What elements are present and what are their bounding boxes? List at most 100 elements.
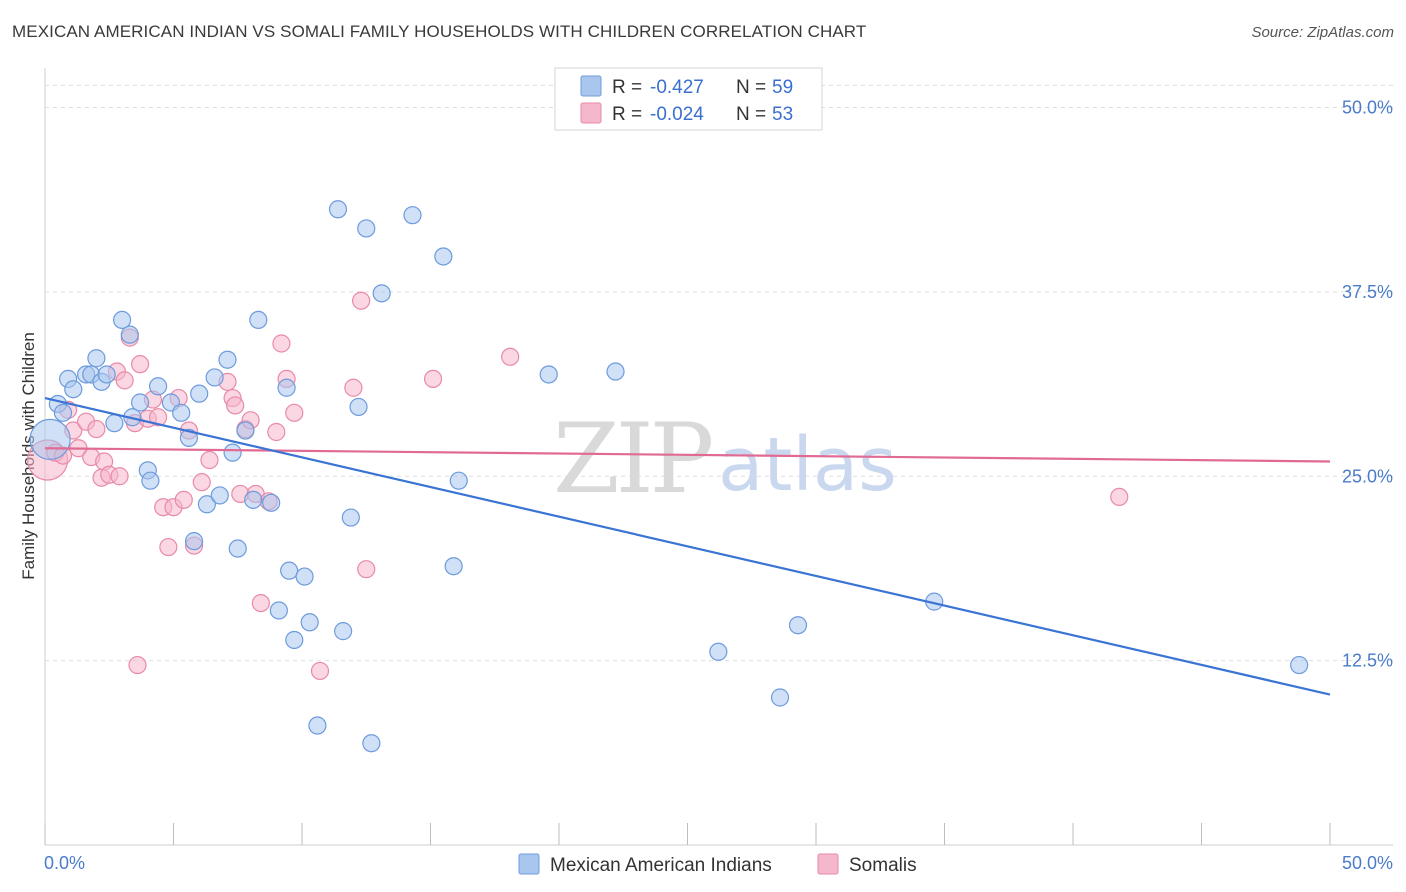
somalis-point [285,403,304,422]
mexican-american-indians-point [223,443,242,462]
somalis-point [1110,487,1129,506]
y-tick-label: 25.0% [1342,466,1393,486]
mexican-american-indians-point [434,247,453,266]
mexican-american-indians-point [349,397,368,417]
legend-n-label-2: N = [736,104,766,125]
trend-lines [44,397,1331,696]
mexican-american-indians-point [444,557,463,576]
somalis-point [192,473,211,492]
mexican-american-indians-point [64,380,83,399]
mexican-american-indians-point [285,630,304,650]
somalis-point [159,537,178,557]
x-tick-label-max: 50.0% [1342,853,1393,873]
y-tick-label: 12.5% [1342,651,1393,671]
mexican-american-indians-point [334,622,353,641]
mexican-american-indians-point [341,508,360,527]
somalis-point [226,396,245,415]
mexican-american-indians-point [770,688,790,707]
mexican-american-indians-point [362,734,381,753]
stats-legend: R = -0.427 N = 59 R = -0.024 N = 53 [554,67,823,131]
legend-swatch-pink [580,102,602,124]
somalis-point [174,490,193,509]
mexican-american-indians-point [249,310,268,329]
mexican-american-indians-point [709,642,728,661]
mexican-american-indians-point [210,486,229,505]
mexican-american-indians-point [372,284,391,303]
somalis-point [200,450,219,470]
mexican-american-indians-point [244,490,263,509]
grid-lines [45,84,1393,662]
series-legend: Mexican American Indians Somalis [518,853,917,876]
somalis-point [115,371,134,390]
chart-title: MEXICAN AMERICAN INDIAN VS SOMALI FAMILY… [12,22,867,41]
watermark-zip: ZIP [553,403,712,515]
mexican-american-indians-point [228,539,247,558]
somalis-point [501,347,520,366]
legend-r-label-1: R = [612,77,642,98]
mexican-american-indians-point [308,716,327,735]
mexican-american-indians-point [112,310,132,329]
mexican-american-indians-point [218,350,237,369]
mexican-american-indians-point [130,393,150,412]
legend-n-label-1: N = [736,77,766,98]
y-tick-label: 50.0% [1342,98,1393,118]
mexican-american-indians-point [328,200,348,219]
somalis-point [423,369,443,388]
somalis-point [87,419,106,439]
mexican-american-indians-point [449,471,468,490]
y-tick-label: 37.5% [1342,282,1393,302]
legend-r-value-2: -0.024 [650,104,704,125]
somalis-point [148,408,168,427]
mexican-american-indians-point [120,325,139,344]
mexican-american-indians-trend-line [44,397,1331,696]
mexican-american-indians-point [29,418,71,460]
legend-r-value-1: -0.427 [650,77,704,98]
mexican-american-indians-point [236,421,255,440]
mexican-american-indians-point [277,378,296,397]
source-credit: Source: ZipAtlas.com [1251,24,1394,41]
mexican-american-indians-point [190,384,209,403]
y-tick-labels: 12.5% 25.0% 37.5% 50.0% [1342,98,1393,671]
mexican-american-indians-point [184,532,204,551]
somalis-point [357,560,376,579]
legend-r-label-2: R = [612,104,642,125]
mexican-american-indians-point [539,365,558,384]
watermark-atlas: atlas [718,422,897,508]
mexican-american-indians-point [1290,655,1309,675]
mexican-american-indians-point [141,471,160,490]
somalis-point [352,291,371,310]
series-legend-swatch-blue [518,853,540,875]
mexican-american-indians-point [269,601,288,620]
somalis-point [310,661,330,681]
mexican-american-indians-point [295,567,314,586]
x-tick-label-min: 0.0% [44,853,85,873]
somalis-point [128,655,147,675]
mexican-american-indians-point [87,349,106,368]
mexican-american-indians-point [97,365,116,384]
mexican-american-indians-point [197,495,217,514]
somalis-point [110,467,129,486]
somalis-point [130,355,150,374]
watermark: ZIP atlas [553,403,897,515]
series-legend-label-blue: Mexican American Indians [550,855,772,876]
mexican-american-indians-point [172,403,191,422]
legend-swatch-blue [580,75,602,97]
somalis-point [344,378,363,397]
somalis-trend-line [44,447,1331,463]
somalis-point [251,593,270,613]
mexican-american-indians-point [148,377,168,396]
mexican-american-indians-point [357,219,376,238]
mexican-american-indians-point [300,613,319,632]
mexican-american-indians-point [403,206,422,225]
somalis-point [272,334,291,353]
mexican-american-indians-point [53,403,73,422]
mexican-american-indians-point [179,428,199,447]
mexican-american-indians-point [105,414,124,433]
legend-n-value-2: 53 [772,104,793,125]
mexican-american-indians-point [205,368,224,387]
series-legend-swatch-pink [817,853,839,875]
series-legend-label-pink: Somalis [849,855,917,876]
mexican-american-indians-point [262,493,281,512]
mexican-american-indians-point [280,561,299,580]
